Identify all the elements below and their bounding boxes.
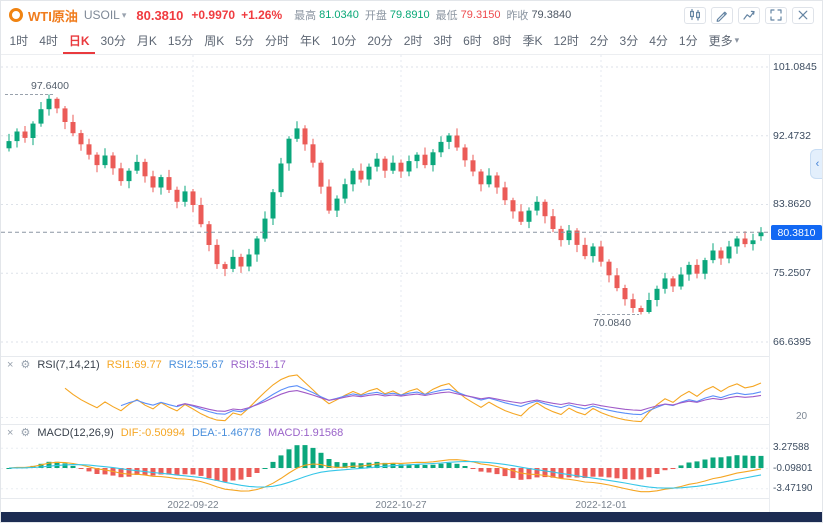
stat-low-label: 最低: [435, 10, 458, 22]
candlestick-chart[interactable]: [1, 55, 769, 512]
indicator-icon[interactable]: [738, 6, 760, 24]
timeframe-tab-20分[interactable]: 20分: [367, 34, 393, 48]
x-axis-tick: 2022-10-27: [375, 500, 427, 511]
price-change-pct: +1.26%: [241, 8, 283, 22]
rsi-panel-header: × ⚙ RSI(7,14,21) RSI1:69.77 RSI2:55.67 R…: [7, 358, 286, 372]
rsi2-value: RSI2:55.67: [168, 359, 224, 371]
stat-high-value: 81.0340: [319, 9, 359, 21]
timeframe-tab-分时[interactable]: 分时: [264, 34, 289, 48]
settings-gear-icon[interactable]: ⚙: [20, 358, 31, 371]
timeframe-tab-日K[interactable]: 日K: [63, 29, 96, 54]
rsi3-value: RSI3:51.17: [230, 359, 286, 371]
stat-open-value: 79.8910: [389, 9, 430, 21]
timeframe-tab-3分[interactable]: 3分: [619, 34, 639, 48]
macd-axis-label: -3.47190: [773, 483, 813, 494]
timeframe-tab-2分[interactable]: 2分: [589, 34, 609, 48]
stat-high-label: 最高: [294, 10, 317, 22]
y-axis-label: 101.0845: [773, 61, 817, 73]
stat-low-value: 79.3150: [460, 9, 501, 21]
x-axis-tick: 2022-12-01: [575, 500, 627, 511]
price-change: +0.9970: [191, 8, 236, 22]
chart-type-icon[interactable]: [684, 6, 706, 24]
rsi1-value: RSI1:69.77: [106, 359, 162, 371]
timeframe-tabs: 1时 4时 日K 30分 月K 15分 周K 5分 分时 年K 10分 20分 2时 3时 6时 8时 季K 12…: [1, 29, 822, 55]
stat-prev-close-label: 昨收: [506, 10, 529, 22]
timeframe-tab-季K[interactable]: 季K: [522, 34, 543, 48]
instrument-logo-icon: [9, 8, 23, 22]
draw-tools-icon[interactable]: [711, 6, 733, 24]
close-icon[interactable]: [792, 6, 814, 24]
macd-title: MACD(12,26,9): [37, 427, 114, 439]
low-price-annotation: 70.0840: [593, 317, 631, 329]
stat-prev-close: 昨收 79.3840: [506, 7, 571, 23]
panel-separator: [1, 356, 822, 357]
y-axis-label: 83.8620: [773, 198, 811, 210]
chevron-down-icon: ▾: [734, 35, 740, 45]
timeframe-tab-4分[interactable]: 4分: [649, 34, 668, 48]
timeframe-tab-10分[interactable]: 10分: [331, 34, 357, 48]
high-price-annotation: 97.6400: [31, 80, 69, 92]
quote-header: WTI原油 USOIL ▾ 80.3810 +0.9970 +1.26% 最高 …: [1, 1, 822, 29]
close-icon[interactable]: ×: [7, 358, 14, 371]
y-axis-label: 75.2507: [773, 267, 811, 279]
y-axis-label: 66.6395: [773, 336, 811, 348]
timeframe-tab-12时[interactable]: 12时: [553, 34, 579, 48]
timeframe-tab-6时[interactable]: 6时: [463, 34, 482, 48]
timeframe-tab-2时[interactable]: 2时: [403, 34, 423, 48]
panel-separator: [1, 424, 822, 425]
timeframe-tab-8时[interactable]: 8时: [492, 34, 512, 48]
macd-axis-label: -0.09801: [773, 463, 813, 474]
collapse-panel-handle[interactable]: ‹: [810, 149, 822, 179]
close-icon[interactable]: ×: [7, 426, 14, 439]
timeframe-tab-5分[interactable]: 5分: [235, 34, 254, 48]
macd-axis-label: 3.27588: [773, 442, 810, 453]
timeframe-tab-更多[interactable]: 更多 ▾: [708, 34, 740, 48]
last-price: 80.3810: [136, 7, 184, 23]
timeframe-tab-1分[interactable]: 1分: [678, 34, 698, 48]
timeframe-tab-1时[interactable]: 1时: [9, 34, 29, 48]
rsi-axis-label: 20: [796, 411, 808, 422]
timeframe-tab-30分[interactable]: 30分: [100, 34, 126, 48]
chevron-down-icon[interactable]: ▾: [121, 9, 127, 20]
macd-panel-header: × ⚙ MACD(12,26,9) DIF:-0.50994 DEA:-1.46…: [7, 426, 343, 440]
settings-gear-icon[interactable]: ⚙: [20, 426, 31, 439]
panel-separator: [1, 498, 822, 499]
dea-value: DEA:-1.46778: [191, 427, 262, 439]
stat-high: 最高 81.0340: [294, 7, 359, 23]
chart-toolbar: [684, 6, 814, 24]
y-axis-label: 92.4732: [773, 130, 811, 142]
timeframe-tab-15分[interactable]: 15分: [167, 34, 194, 48]
dif-value: DIF:-0.50994: [120, 427, 185, 439]
stat-low: 最低 79.3150: [436, 7, 501, 23]
current-price-badge: 80.3810: [771, 225, 822, 240]
timeframe-tab-4时[interactable]: 4时: [39, 34, 58, 48]
x-axis-tick: 2022-09-22: [167, 500, 219, 511]
macd-value: MACD:1.91568: [268, 427, 344, 439]
stat-open: 开盘 79.8910: [365, 7, 430, 23]
instrument-name: WTI原油: [28, 8, 78, 24]
timeframe-tab-3时[interactable]: 3时: [433, 34, 453, 48]
timeframe-tab-年K[interactable]: 年K: [300, 34, 321, 48]
footer-bar: [1, 512, 822, 522]
symbol-selector[interactable]: USOIL: [83, 8, 120, 22]
price-axis[interactable]: 101.0845 92.4732 83.8620 75.2507 66.6395…: [769, 55, 822, 512]
timeframe-tab-周K[interactable]: 周K: [204, 34, 225, 48]
fullscreen-icon[interactable]: [765, 6, 787, 24]
stat-prev-close-value: 79.3840: [531, 9, 572, 21]
stat-open-label: 开盘: [364, 10, 387, 22]
timeframe-tab-月K[interactable]: 月K: [136, 34, 157, 48]
rsi-title: RSI(7,14,21): [37, 359, 100, 371]
